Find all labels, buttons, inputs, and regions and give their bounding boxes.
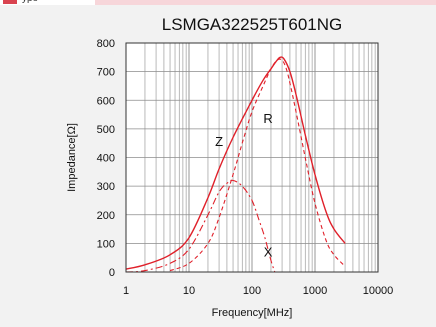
- y-tick-labels: 0 100 200 300 400 500 600 700 800: [97, 38, 115, 279]
- x-tick-label: 1000: [303, 285, 327, 297]
- y-tick-label: 300: [97, 181, 115, 193]
- y-tick-label: 700: [97, 67, 115, 79]
- x-tick-labels: 1 10 100 1000 10000: [123, 285, 393, 297]
- x-tick-label: 10: [183, 285, 195, 297]
- header-partial-text: ypo: [22, 0, 38, 4]
- curve-label-r: R: [263, 111, 272, 126]
- y-tick-label: 500: [97, 124, 115, 136]
- top-strip: ypo: [0, 0, 436, 5]
- y-tick-label: 100: [97, 238, 115, 250]
- y-tick-label: 800: [97, 38, 115, 50]
- header-accent-bar: [95, 0, 436, 5]
- y-tick-label: 400: [97, 153, 115, 165]
- x-tick-label: 10000: [363, 285, 394, 297]
- series-x-line: [125, 179, 276, 273]
- curve-label-x: X: [264, 244, 273, 259]
- chart-title: LSMGA322525T601NG: [162, 15, 343, 34]
- x-tick-label: 100: [243, 285, 261, 297]
- y-tick-label: 600: [97, 95, 115, 107]
- header-icon: [3, 0, 17, 4]
- x-tick-label: 1: [123, 285, 129, 297]
- y-tick-label: 0: [109, 267, 115, 279]
- curve-label-z: Z: [215, 134, 223, 149]
- series-layer: [125, 56, 346, 273]
- curve-labels: Z R X: [215, 111, 273, 259]
- plot-frame: [125, 42, 379, 273]
- y-tick-label: 200: [97, 210, 115, 222]
- y-axis-label: Impedance[Ω]: [66, 123, 78, 192]
- x-axis-label: Frequency[MHz]: [212, 307, 293, 319]
